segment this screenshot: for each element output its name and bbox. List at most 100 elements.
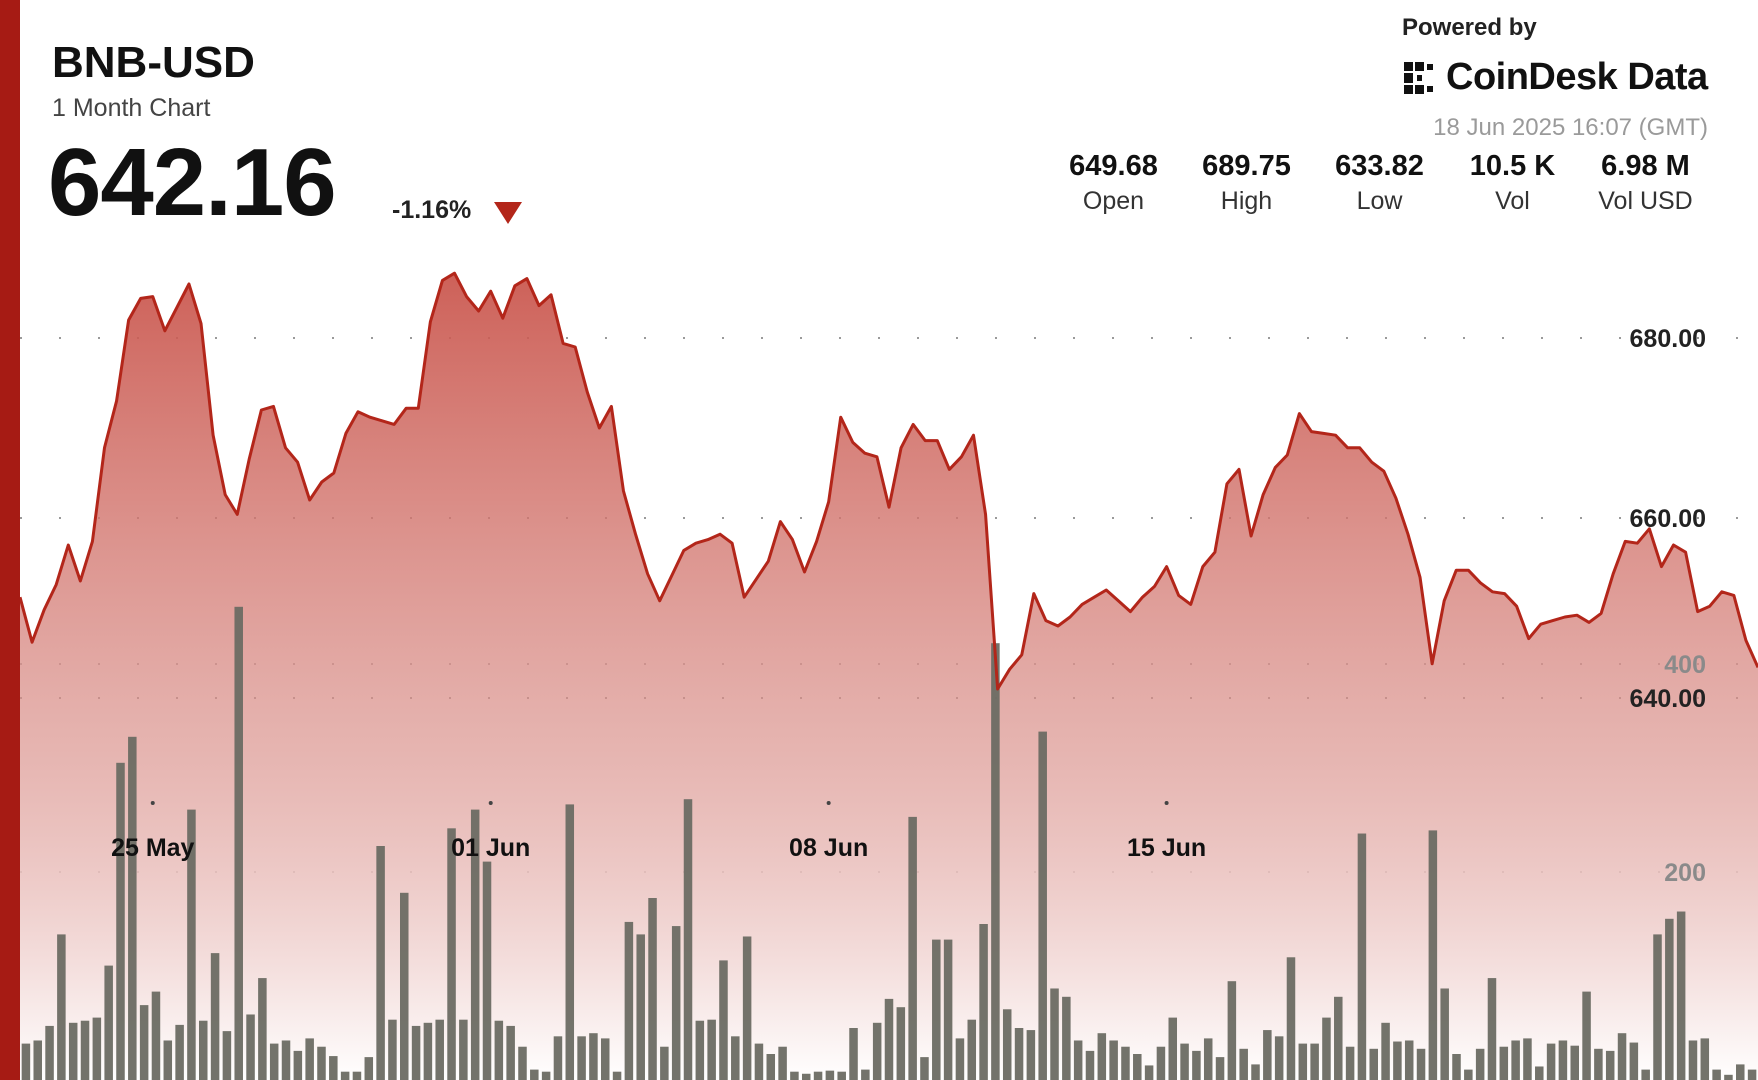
volume-bar <box>683 799 693 1080</box>
volume-bar <box>1688 1040 1698 1080</box>
volume-bar <box>68 1022 78 1080</box>
volume-bar <box>210 953 220 1080</box>
stat-label: Open <box>1082 187 1145 215</box>
volume-bar <box>1038 731 1047 1080</box>
volume-bar <box>400 892 409 1080</box>
volume-bar <box>80 1020 90 1080</box>
powered-by-label: Powered by <box>1402 14 1537 41</box>
stat-high: 689.75 High <box>1180 150 1313 216</box>
stat-low: 633.82 Low <box>1313 150 1446 216</box>
x-tick-label: 08 Jun <box>789 834 868 862</box>
volume-bar <box>1416 1048 1426 1080</box>
stat-value: 633.82 <box>1335 150 1424 182</box>
volume-bar <box>1014 1028 1024 1080</box>
volume-bar <box>1594 1048 1603 1080</box>
volume-bar <box>258 978 267 1080</box>
x-tick-mark <box>488 801 493 805</box>
volume-bar <box>246 1014 255 1080</box>
volume-bar <box>1286 957 1296 1080</box>
price-change: -1.16% <box>392 196 472 224</box>
volume-bar <box>1511 1040 1520 1080</box>
x-tick-mark <box>1164 801 1169 805</box>
volume-bar <box>920 1057 929 1080</box>
volume-bar <box>1747 1069 1757 1080</box>
volume-bar <box>1665 918 1674 1080</box>
stat-vol: 10.5 K Vol <box>1446 150 1579 216</box>
volume-bar <box>624 921 634 1080</box>
volume-bar <box>1404 1040 1414 1080</box>
volume-bar <box>317 1046 326 1080</box>
volume-bar <box>376 846 385 1080</box>
volume-bar <box>849 1028 858 1080</box>
volume-bar <box>1085 1050 1095 1080</box>
volume-bar <box>1629 1042 1639 1080</box>
volume-bar <box>896 1007 906 1080</box>
volume-bar <box>1073 1040 1083 1080</box>
down-arrow-icon <box>494 202 522 224</box>
volume-bar <box>1570 1045 1579 1080</box>
volume-bar <box>1700 1038 1710 1080</box>
volume-bar <box>1251 1064 1260 1080</box>
y-tick-label: 680.00 <box>1630 325 1706 353</box>
x-tick-mark <box>150 801 155 805</box>
x-tick-label: 01 Jun <box>451 834 530 862</box>
volume-bar <box>1499 1046 1509 1080</box>
volume-bar <box>234 606 243 1080</box>
y-tick-label: 660.00 <box>1630 505 1706 533</box>
volume-bar <box>861 1069 870 1080</box>
volume-bar <box>1357 833 1367 1080</box>
volume-tick-label: 200 <box>1664 859 1706 887</box>
volume-bar <box>269 1043 279 1080</box>
volume-bar <box>470 809 480 1080</box>
volume-bar <box>494 1020 504 1080</box>
volume-bar <box>447 828 456 1080</box>
stat-label: Low <box>1356 187 1403 215</box>
volume-bar <box>872 1022 882 1080</box>
volume-bar <box>1440 988 1449 1080</box>
stat-label: Vol USD <box>1598 187 1693 215</box>
volume-bar <box>932 939 941 1080</box>
volume-bar <box>435 1019 444 1080</box>
volume-bar <box>719 960 728 1080</box>
volume-bar <box>482 861 492 1080</box>
volume-bar <box>967 1019 977 1080</box>
volume-bar <box>1475 1048 1485 1080</box>
volume-bar <box>1676 911 1686 1080</box>
volume-bar <box>1050 988 1059 1080</box>
ticker-symbol: BNB-USD <box>52 38 255 87</box>
volume-bar <box>411 1025 421 1080</box>
volume-bar <box>364 1057 374 1080</box>
volume-bar <box>943 939 953 1080</box>
stat-open: 649.68 Open <box>1047 150 1180 216</box>
volume-bar <box>1097 1033 1107 1080</box>
volume-bar <box>151 991 161 1080</box>
volume-tick-label: 400 <box>1664 651 1706 679</box>
volume-bar <box>1724 1074 1733 1080</box>
price-line <box>18 271 1758 691</box>
volume-bar <box>293 1050 303 1080</box>
volume-bar <box>884 998 894 1080</box>
stats-row: 649.68 Open 689.75 High 633.82 Low 10.5 … <box>1047 150 1712 216</box>
volume-bar <box>1487 978 1497 1080</box>
volume-bar <box>128 736 137 1080</box>
volume-bar <box>1121 1046 1130 1080</box>
x-tick-label: 15 Jun <box>1127 834 1206 862</box>
volume-bar <box>1239 1048 1248 1080</box>
volume-bar <box>1156 1046 1166 1080</box>
volume-bar <box>1274 1036 1284 1080</box>
volume-bar <box>1192 1050 1201 1080</box>
volume-bar <box>45 1025 54 1080</box>
volume-bar <box>1133 1054 1142 1080</box>
volume-bar <box>1546 1043 1556 1080</box>
volume-bar <box>1605 1050 1615 1080</box>
volume-bar <box>742 936 752 1080</box>
volume-bar <box>837 1071 846 1080</box>
volume-bar <box>908 816 917 1080</box>
volume-bar <box>1298 1043 1308 1080</box>
volume-bar <box>1582 991 1591 1080</box>
volume-bar <box>329 1056 338 1080</box>
volume-bar <box>790 1071 799 1080</box>
volume-bar <box>541 1071 551 1080</box>
volume-bar <box>459 1019 468 1080</box>
